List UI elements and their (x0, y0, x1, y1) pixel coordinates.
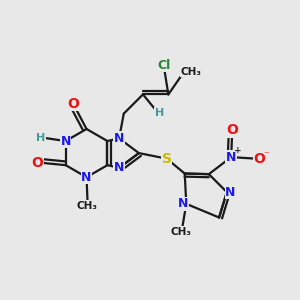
Text: S: S (162, 152, 172, 166)
Text: N: N (61, 134, 71, 148)
Text: O: O (226, 123, 238, 137)
Text: +: + (234, 146, 242, 155)
Text: O: O (254, 152, 266, 166)
Text: O: O (31, 156, 43, 170)
Text: ⁻: ⁻ (263, 151, 269, 160)
Text: CH₃: CH₃ (170, 227, 191, 237)
Text: N: N (81, 171, 92, 184)
Text: Cl: Cl (158, 58, 171, 71)
Text: N: N (225, 186, 236, 199)
Text: H: H (155, 108, 164, 118)
Text: CH₃: CH₃ (180, 67, 201, 77)
Text: H: H (36, 133, 46, 143)
Text: CH₃: CH₃ (77, 201, 98, 211)
Text: N: N (226, 151, 236, 164)
Text: N: N (114, 132, 124, 145)
Text: N: N (178, 197, 188, 210)
Text: N: N (114, 161, 124, 174)
Text: O: O (67, 97, 79, 111)
